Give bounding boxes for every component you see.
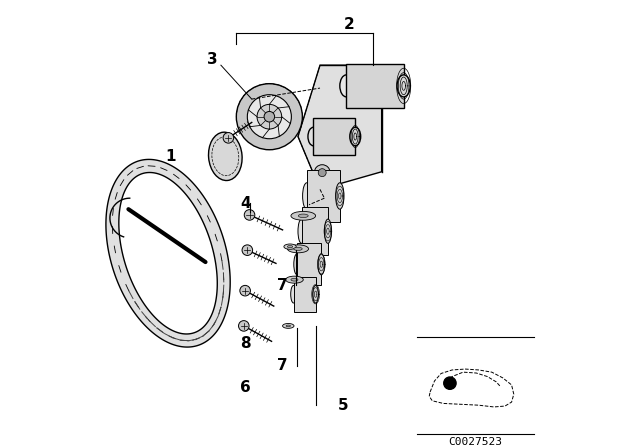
Ellipse shape: [313, 285, 319, 303]
Ellipse shape: [291, 211, 316, 220]
Ellipse shape: [294, 254, 300, 275]
Circle shape: [240, 285, 250, 296]
Polygon shape: [294, 276, 316, 312]
Circle shape: [444, 377, 456, 389]
Circle shape: [318, 169, 326, 177]
Ellipse shape: [335, 183, 344, 209]
Text: 2: 2: [343, 17, 354, 32]
Polygon shape: [301, 207, 328, 255]
Ellipse shape: [287, 246, 292, 248]
Ellipse shape: [340, 75, 353, 97]
Circle shape: [257, 104, 282, 129]
Text: 5: 5: [337, 398, 348, 413]
Circle shape: [264, 112, 275, 122]
Circle shape: [242, 245, 253, 255]
Ellipse shape: [318, 254, 324, 275]
Polygon shape: [314, 118, 355, 155]
Text: 4: 4: [240, 196, 250, 211]
Polygon shape: [298, 65, 381, 190]
Ellipse shape: [209, 132, 242, 181]
Polygon shape: [297, 243, 321, 285]
Ellipse shape: [298, 214, 308, 218]
Ellipse shape: [303, 183, 311, 209]
Ellipse shape: [350, 127, 361, 146]
Text: 7: 7: [277, 358, 288, 373]
Ellipse shape: [291, 285, 296, 303]
Text: 8: 8: [240, 336, 250, 351]
Ellipse shape: [283, 323, 294, 328]
Circle shape: [244, 210, 255, 220]
Text: 1: 1: [165, 149, 175, 164]
Ellipse shape: [286, 325, 291, 327]
Ellipse shape: [284, 244, 296, 249]
Circle shape: [314, 165, 330, 181]
Polygon shape: [307, 169, 340, 222]
Circle shape: [247, 95, 291, 139]
Ellipse shape: [324, 219, 332, 243]
Ellipse shape: [291, 278, 298, 281]
Circle shape: [236, 84, 302, 150]
Circle shape: [239, 321, 249, 331]
Text: C0027523: C0027523: [448, 437, 502, 448]
Ellipse shape: [308, 127, 319, 146]
Polygon shape: [119, 172, 218, 334]
Polygon shape: [106, 159, 230, 347]
Circle shape: [223, 133, 234, 143]
Ellipse shape: [287, 245, 308, 253]
Text: 7: 7: [277, 278, 288, 293]
Ellipse shape: [285, 276, 303, 283]
Ellipse shape: [397, 75, 410, 97]
Text: 3: 3: [207, 52, 218, 67]
Polygon shape: [346, 64, 404, 108]
Ellipse shape: [294, 247, 302, 250]
Text: 6: 6: [240, 380, 250, 395]
Ellipse shape: [298, 219, 305, 243]
